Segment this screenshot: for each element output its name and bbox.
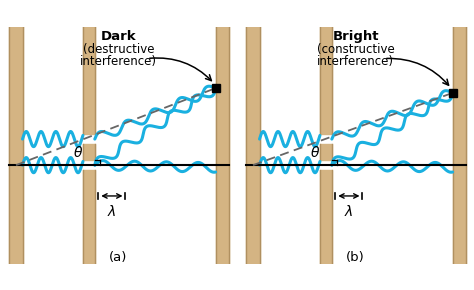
- Bar: [320, 144, 332, 160]
- Text: (destructive: (destructive: [83, 43, 154, 56]
- Text: Dark: Dark: [100, 30, 137, 43]
- Text: Bright: Bright: [332, 30, 379, 43]
- Text: (a): (a): [109, 251, 128, 264]
- Bar: [453, 26, 465, 264]
- Text: interference): interference): [80, 55, 157, 68]
- Text: λ: λ: [108, 205, 116, 219]
- Text: (constructive: (constructive: [317, 43, 394, 56]
- Text: interference): interference): [317, 55, 394, 68]
- Text: θ: θ: [311, 146, 319, 160]
- Bar: [83, 171, 95, 264]
- Bar: [216, 26, 229, 264]
- Bar: [9, 26, 23, 264]
- Bar: [246, 26, 259, 264]
- Bar: [83, 144, 95, 160]
- Bar: [83, 26, 95, 134]
- Bar: [320, 171, 332, 264]
- Text: λ: λ: [345, 205, 353, 219]
- Text: (b): (b): [346, 251, 365, 264]
- Text: θ: θ: [74, 146, 82, 160]
- Bar: [320, 26, 332, 134]
